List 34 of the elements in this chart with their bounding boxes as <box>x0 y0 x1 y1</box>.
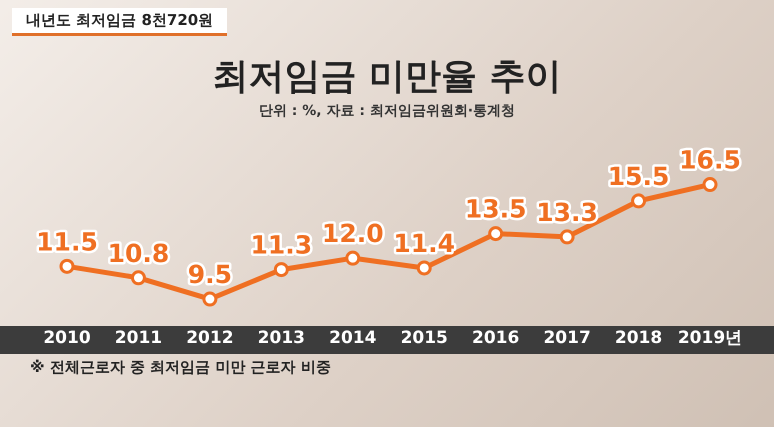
point <box>416 260 432 276</box>
text: 내년도 최저임금 8천720원 <box>12 8 228 36</box>
point <box>488 226 504 242</box>
data-label: 9.5 <box>188 260 232 290</box>
data-label: 16.5 <box>679 146 741 175</box>
x-tick-label: 2018 <box>614 328 662 348</box>
point <box>274 262 289 278</box>
point <box>631 193 646 208</box>
data-label: 11.5 <box>36 227 98 256</box>
point <box>702 177 718 192</box>
data-label: 13.5 <box>464 194 527 224</box>
text: ※ 전체근로자 중 최저임금 미만 근로자 비중 <box>30 358 331 377</box>
x-tick-label: 2012 <box>186 328 234 348</box>
point <box>60 258 74 274</box>
x-tick-label: 2019년 <box>678 328 742 348</box>
x-tick-label: 2015 <box>400 328 448 348</box>
data-label: 10.8 <box>108 238 170 268</box>
data-label: 15.5 <box>608 162 670 191</box>
data-label: 11.4 <box>393 228 456 258</box>
data-label: 11.3 <box>250 230 312 260</box>
point <box>345 250 360 266</box>
data-label: 12.0 <box>322 219 384 248</box>
chart-subtitle: 단위 : %, 자료 : 최저임금위원회·통계청 <box>258 102 516 120</box>
x-tick-label: 2016 <box>472 328 520 348</box>
x-tick-label: 2017 <box>543 328 591 348</box>
point <box>560 229 575 244</box>
point <box>202 292 218 307</box>
x-tick-label: 2011 <box>114 328 162 348</box>
chart-title: 최저임금 미만율 추이 <box>211 55 563 99</box>
data-label: 13.3 <box>536 198 598 227</box>
x-tick-label: 2010 <box>43 328 91 348</box>
x-tick-label: 2013 <box>258 328 305 348</box>
point <box>130 270 146 286</box>
x-tick-label: 2014 <box>329 328 377 348</box>
